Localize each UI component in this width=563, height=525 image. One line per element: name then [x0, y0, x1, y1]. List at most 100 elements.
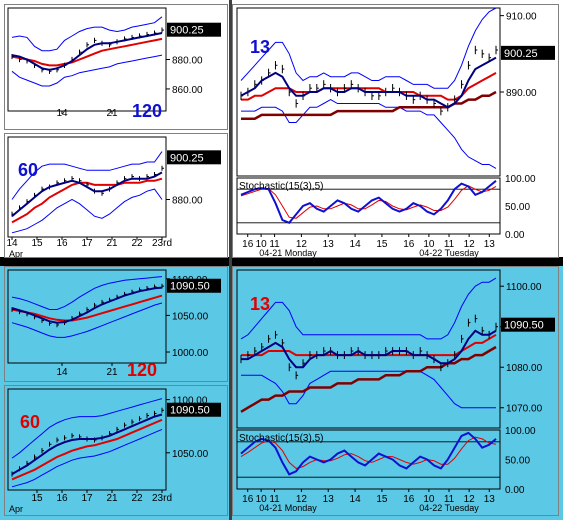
- bottom-60-ytick-label: 1100.00: [172, 396, 208, 407]
- top-13-ytick-label: 890.00: [506, 88, 537, 99]
- top-60-xtick-sublabel: Apr: [9, 249, 23, 259]
- bottom-60-last-value-badge: [167, 402, 221, 417]
- bottom-13-stoch-title: Stochastic(15(3),5): [239, 433, 323, 444]
- top-13-xtick-label: 13: [323, 239, 335, 250]
- top-13-stoch-d-line: [240, 185, 497, 219]
- bottom-60-series-ma-fast: [11, 413, 163, 475]
- bottom-13-ytick-label: 1070.00: [506, 404, 543, 415]
- top-13-stoch-ytick-label: 50.00: [505, 202, 530, 213]
- top-120-series-ma-fast: [11, 32, 163, 71]
- top-13-xtick-label: 16: [242, 239, 254, 250]
- top-60-xtick-label: 17: [81, 238, 93, 249]
- top-60-last-value-badge: [167, 150, 221, 165]
- top-13-stoch-ytick-label: 100.00: [505, 174, 536, 185]
- bottom-60-xtick-label: 15: [31, 493, 43, 504]
- bottom-13-session-label: 04-21 Monday: [259, 503, 317, 513]
- top-60-series-ma-fast: [11, 171, 163, 217]
- top-13-stoch-ytick-label: 0.00: [505, 230, 525, 241]
- top-120-last-value-badge: [167, 22, 221, 37]
- top-60-period-label: 60: [18, 160, 38, 180]
- bottom-13-plot-area: [236, 269, 501, 429]
- bottom-13-xtick-label: 13: [484, 494, 496, 505]
- top-120-xtick-label: 14: [56, 108, 68, 119]
- top-13-series-ma-slow: [241, 72, 497, 101]
- bottom-13-xtick-label: 10: [423, 494, 435, 505]
- bottom-13-xtick-label: 13: [323, 494, 335, 505]
- bottom-60-xtick-label: 23rd: [152, 493, 172, 504]
- bottom-13-series-band-upper: [240, 277, 497, 340]
- top-60-xtick-label: 15: [31, 238, 43, 249]
- bottom-13-xtick-label: 16: [242, 494, 254, 505]
- bottom-13-xtick-label: 12: [296, 494, 308, 505]
- top-60-ytick-label: 880.00: [172, 196, 203, 207]
- top-13-xtick-label: 10: [256, 239, 268, 250]
- top-13-xtick-label: 11: [444, 239, 455, 250]
- top-60-xtick-label: 22: [131, 238, 143, 249]
- bottom-120-ytick-label: 1000.00: [172, 348, 209, 359]
- top-13-xtick-label: 16: [403, 239, 415, 250]
- bottom-120-ytick-label: 1050.00: [172, 311, 209, 322]
- top-13-session-label: 04-22 Tuesday: [419, 248, 479, 258]
- bottom-13-xtick-label: 16: [403, 494, 415, 505]
- bottom-13-xtick-label: 11: [444, 494, 455, 505]
- bottom-120-series-band-upper: [11, 276, 163, 310]
- bottom-13-period-label: 13: [250, 294, 270, 314]
- top-13-xtick-label: 12: [296, 239, 308, 250]
- bottom-120-last-value-text: 1090.50: [170, 281, 210, 293]
- bottom-60-xtick-label: 16: [56, 493, 68, 504]
- top-13-series-ma-fast: [240, 56, 497, 109]
- bottom-13-stoch-ytick-label: 100.00: [505, 426, 536, 437]
- bottom-13-series-ma-long: [240, 345, 497, 413]
- top-13-session-label: 04-21 Monday: [259, 248, 317, 258]
- top-13-xtick-label: 12: [464, 239, 476, 250]
- top-60-series-band-upper: [11, 151, 163, 200]
- half-separator-bar: [0, 257, 563, 266]
- bottom-60-series-band-upper: [11, 398, 163, 459]
- bottom-13-stoch-ytick-label: 0.00: [505, 485, 525, 496]
- bottom-13-last-value-text: 1090.50: [504, 320, 544, 332]
- top-13-xtick-label: 15: [376, 239, 388, 250]
- bottom-13-stoch-k-line: [240, 431, 497, 476]
- top-120-last-value-text: 900.25: [170, 25, 204, 37]
- top-13-period-label: 13: [250, 37, 270, 57]
- top-13-stoch-title: Stochastic(15(3),5): [239, 181, 323, 192]
- bottom-13-series-ma-fast: [241, 329, 497, 369]
- bottom-120-series-ma-slow: [11, 294, 163, 322]
- top-13-series-band-lower: [241, 99, 497, 169]
- top-13-series-band-upper: [240, 7, 497, 89]
- vertical-separator: [229, 0, 232, 520]
- top-13-last-value-badge: [501, 45, 555, 60]
- bottom-60-last-value-text: 1090.50: [170, 405, 210, 417]
- bottom-60-xtick-label: 21: [106, 493, 118, 504]
- bottom-13-xtick-label: 10: [256, 494, 268, 505]
- bottom-120-xtick-label: 14: [56, 367, 68, 378]
- top-13-xtick-label: 10: [423, 239, 435, 250]
- top-60-last-value-text: 900.25: [170, 152, 204, 164]
- bottom-120-xtick-label: 21: [106, 367, 118, 378]
- top-120-series-band-upper: [11, 16, 163, 52]
- bottom-120-plot-area: [7, 269, 167, 364]
- bottom-60-ytick-label: 1050.00: [172, 449, 209, 460]
- bottom-13-xtick-label: 15: [376, 494, 388, 505]
- top-60-xtick-label: 14: [6, 238, 18, 249]
- bottom-13-session-label: 04-22 Tuesday: [419, 503, 479, 513]
- bottom-13-ytick-label: 1080.00: [506, 363, 543, 374]
- bottom-60-xtick-label: 17: [81, 493, 93, 504]
- bottom-120-last-value-badge: [167, 278, 221, 293]
- top-120-ytick-label: 860.00: [172, 85, 203, 96]
- top-13-xtick-label: 14: [350, 239, 362, 250]
- top-120-period-label: 120: [132, 101, 162, 121]
- top-120-ytick-label: 880.00: [172, 56, 203, 67]
- bottom-60-xtick-label: 22: [131, 493, 143, 504]
- top-13-ytick-label: 910.00: [506, 12, 537, 23]
- bottom-13-xtick-label: 14: [350, 494, 362, 505]
- top-120-series-band-lower: [11, 54, 163, 87]
- bottom-60-xtick-sublabel: Apr: [9, 504, 23, 514]
- top-13-last-value-text: 900.25: [504, 48, 538, 60]
- top-13-stoch-k-line: [240, 180, 497, 225]
- top-120-series-ma-slow: [11, 37, 163, 67]
- top-13-xtick-label: 11: [269, 239, 280, 250]
- top-60-xtick-label: 21: [106, 238, 118, 249]
- top-13-xtick-label: 13: [484, 239, 496, 250]
